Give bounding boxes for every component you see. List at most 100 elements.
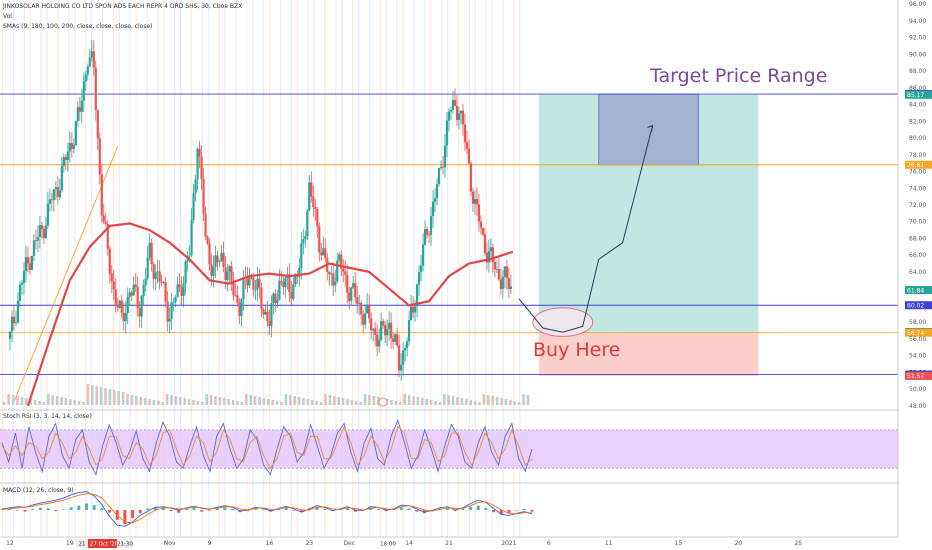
session-stripe bbox=[468, 0, 470, 537]
volume-bar bbox=[341, 398, 345, 405]
event-marker-icon[interactable] bbox=[378, 397, 388, 407]
volume-bar bbox=[33, 400, 37, 405]
macd-pane[interactable]: 4.002.000.00-2.00-4.00 bbox=[0, 485, 925, 536]
macd-histogram-bar bbox=[323, 508, 327, 510]
volume-bar bbox=[368, 395, 371, 405]
candle-body bbox=[467, 148, 471, 164]
volume-bar bbox=[126, 394, 129, 405]
time-axis[interactable]: 12 19 Nov 9 16 23 Dec 14 21 2021 6 11 15 20 25 21 27 Oct… bbox=[6, 397, 802, 548]
candle-body bbox=[22, 271, 26, 284]
candle-body bbox=[493, 261, 496, 270]
volume-bar bbox=[319, 402, 323, 405]
macd-histogram-bar bbox=[253, 508, 257, 510]
candle-body bbox=[192, 193, 195, 221]
macd-histogram-bar bbox=[246, 510, 250, 512]
candle-body bbox=[24, 257, 28, 272]
macd-histogram-bar bbox=[192, 507, 196, 510]
macd-histogram-bar bbox=[61, 509, 65, 510]
price-tick-label: 66.00 bbox=[909, 252, 926, 259]
candle-body bbox=[421, 244, 425, 266]
volume-bar bbox=[500, 398, 503, 405]
volume-bar bbox=[117, 391, 120, 405]
candle-body bbox=[451, 99, 455, 110]
candle-body bbox=[8, 331, 12, 339]
candle-body bbox=[204, 213, 207, 237]
price-tick-label: 68.00 bbox=[909, 235, 926, 242]
candle-body bbox=[350, 287, 353, 302]
projection-path bbox=[518, 125, 654, 333]
candle-body bbox=[380, 321, 383, 340]
macd-histogram-bar bbox=[146, 508, 150, 510]
candle-body bbox=[98, 138, 101, 175]
candle-body bbox=[166, 301, 169, 322]
volume-bar bbox=[280, 402, 283, 405]
session-stripe bbox=[23, 0, 25, 537]
volume-bar bbox=[64, 398, 68, 405]
level-price-label: 61.84 bbox=[907, 287, 924, 294]
price-pane[interactable] bbox=[0, 39, 898, 407]
volume-bar bbox=[377, 397, 380, 405]
volume-bar bbox=[29, 399, 32, 405]
candle-body bbox=[429, 216, 433, 235]
candle-body bbox=[316, 208, 319, 227]
candle-body bbox=[485, 252, 489, 263]
volume-bar bbox=[262, 398, 266, 405]
macd-histogram-bar bbox=[123, 510, 127, 525]
candle-body bbox=[134, 284, 137, 288]
candle-body bbox=[248, 275, 251, 286]
candle-body bbox=[334, 281, 337, 286]
candle-body bbox=[58, 190, 61, 198]
volume-bar bbox=[302, 398, 305, 405]
candle-body bbox=[180, 287, 183, 297]
macd-histogram-bar bbox=[46, 508, 50, 510]
candle-body bbox=[212, 267, 215, 276]
volume-label: Vol bbox=[3, 13, 12, 20]
candle-body bbox=[372, 328, 375, 331]
volume-bar bbox=[192, 400, 195, 405]
candle-body bbox=[497, 269, 500, 280]
candle-body bbox=[254, 289, 257, 291]
candle-body bbox=[176, 284, 179, 298]
session-stripe bbox=[430, 0, 432, 537]
candle-body bbox=[228, 266, 231, 272]
volume-bar bbox=[390, 400, 393, 405]
volume-bar bbox=[77, 401, 81, 405]
volume-bar bbox=[504, 399, 508, 405]
session-stripe bbox=[502, 0, 504, 537]
price-tick-label: 88.00 bbox=[909, 68, 926, 75]
candle-body bbox=[461, 110, 465, 125]
projection-arrowhead bbox=[647, 124, 654, 132]
candle-body bbox=[28, 263, 32, 270]
session-stripe bbox=[396, 0, 398, 537]
candle-body bbox=[160, 281, 163, 283]
sma-200-line bbox=[26, 222, 514, 407]
candle-body bbox=[222, 252, 225, 268]
volume-bar bbox=[315, 401, 318, 405]
session-stripe bbox=[413, 0, 415, 537]
macd-histogram-bar bbox=[77, 505, 81, 510]
volume-bar bbox=[311, 400, 314, 405]
candle-body bbox=[234, 295, 237, 297]
candle-body bbox=[290, 292, 293, 299]
session-stripe bbox=[190, 0, 193, 537]
candle-body bbox=[54, 187, 57, 190]
candle-body bbox=[182, 283, 185, 297]
candle-body bbox=[409, 306, 413, 321]
session-stripe bbox=[474, 0, 476, 537]
price-tick-label: 54.00 bbox=[909, 353, 926, 360]
session-stripe bbox=[385, 0, 387, 537]
candle-body bbox=[447, 111, 451, 121]
macd-histogram-bar bbox=[169, 510, 173, 512]
volume-bar bbox=[451, 396, 455, 405]
candle-body bbox=[200, 156, 203, 179]
session-stripe bbox=[218, 0, 220, 537]
candle-body bbox=[260, 287, 263, 310]
candle-body bbox=[284, 277, 287, 287]
candle-body bbox=[479, 221, 483, 228]
session-stripe bbox=[313, 0, 315, 537]
candle-body bbox=[300, 243, 303, 268]
candle-body bbox=[364, 313, 367, 325]
